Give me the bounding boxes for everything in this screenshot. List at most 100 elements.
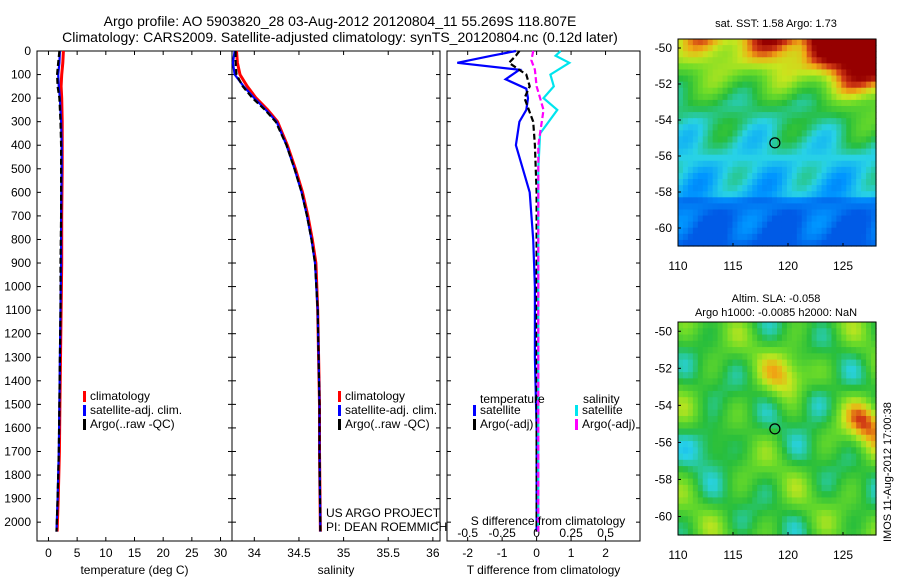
map-cell	[752, 528, 758, 536]
map-cell	[712, 522, 719, 530]
map-cell	[811, 522, 818, 530]
map-cell	[786, 372, 793, 379]
map-cell	[811, 347, 818, 354]
map-cell	[816, 484, 823, 492]
map-cell	[871, 441, 877, 448]
map-cell	[772, 51, 778, 58]
map-cell	[682, 87, 689, 95]
map-cell	[866, 87, 872, 95]
map-cell	[712, 185, 719, 192]
map-cell	[752, 322, 758, 329]
map-cell	[871, 105, 877, 113]
map-cell	[791, 359, 798, 367]
map-cell	[806, 378, 813, 386]
map-cell	[707, 142, 714, 150]
map-cell	[866, 99, 872, 107]
y-tick-label: 100	[11, 68, 31, 82]
map-cell	[856, 359, 862, 367]
map-cell	[757, 179, 763, 186]
map-cell	[752, 215, 758, 223]
map-cell	[791, 372, 798, 379]
map-cell	[697, 136, 704, 144]
map-cell	[801, 39, 808, 46]
map-cell	[717, 191, 724, 198]
map-cell	[836, 130, 842, 138]
map-cell	[742, 75, 748, 83]
map-cell	[742, 185, 748, 192]
map-cell	[861, 75, 867, 83]
map-cell	[682, 428, 689, 436]
map-cell	[777, 378, 783, 386]
map-cell	[861, 459, 867, 467]
map-cell	[841, 130, 847, 138]
map-cell	[707, 191, 714, 198]
map-cell	[856, 334, 862, 342]
map-cell	[801, 503, 808, 511]
map-y-tick-label: -60	[655, 509, 673, 523]
map-cell	[712, 75, 719, 83]
map-cell	[801, 118, 808, 125]
map-cell	[757, 447, 763, 455]
map-cell	[801, 233, 808, 241]
map-cell	[796, 415, 803, 423]
map-cell	[727, 51, 734, 58]
map-cell	[806, 57, 813, 64]
map-cell	[777, 390, 783, 398]
map-cell	[727, 148, 734, 156]
map-cell	[757, 148, 763, 156]
map-cell	[811, 428, 818, 436]
map-cell	[732, 154, 738, 162]
map-cell	[697, 522, 704, 530]
map-cell	[816, 221, 823, 229]
map-cell	[772, 365, 778, 373]
map-cell	[836, 105, 842, 113]
map-cell	[762, 409, 768, 417]
map-cell	[821, 75, 828, 83]
map-cell	[856, 185, 862, 192]
map-cell	[846, 441, 852, 448]
map-cell	[747, 484, 753, 492]
map-cell	[702, 390, 709, 398]
map-cell	[682, 359, 689, 367]
map-cell	[727, 466, 734, 473]
map-cell	[678, 403, 684, 411]
map-cell	[866, 528, 872, 536]
map-cell	[742, 142, 748, 150]
map-cell	[831, 209, 837, 217]
map-cell	[806, 509, 813, 517]
map-cell	[816, 130, 823, 138]
map-cell	[767, 522, 773, 530]
map-cell	[866, 403, 872, 411]
map-cell	[737, 497, 743, 505]
map-cell	[757, 378, 763, 386]
map-cell	[772, 372, 778, 379]
map-cell	[717, 197, 724, 204]
map-cell	[811, 472, 818, 480]
map-cell	[702, 172, 709, 180]
map-cell	[786, 503, 793, 511]
map-cell	[866, 93, 872, 101]
map-cell	[821, 453, 828, 461]
map-cell	[737, 359, 743, 367]
map-cell	[752, 112, 758, 119]
map-cell	[836, 484, 842, 492]
map-cell	[831, 340, 837, 348]
map-cell	[856, 105, 862, 113]
map-cell	[781, 203, 788, 211]
map-cell	[747, 491, 753, 499]
map-cell	[841, 347, 847, 354]
map-cell	[816, 191, 823, 198]
legend-label: Argo(..raw -QC)	[345, 417, 430, 431]
map-cell	[796, 166, 803, 174]
map-cell	[856, 179, 862, 186]
map-cell	[697, 372, 704, 379]
map-cell	[806, 522, 813, 530]
map-cell	[836, 63, 842, 71]
map-cell	[816, 75, 823, 83]
map-cell	[861, 124, 867, 131]
map-cell	[841, 340, 847, 348]
legend-swatch	[83, 391, 86, 402]
map-cell	[678, 154, 684, 162]
map-cell	[831, 378, 837, 386]
map-cell	[678, 340, 684, 348]
